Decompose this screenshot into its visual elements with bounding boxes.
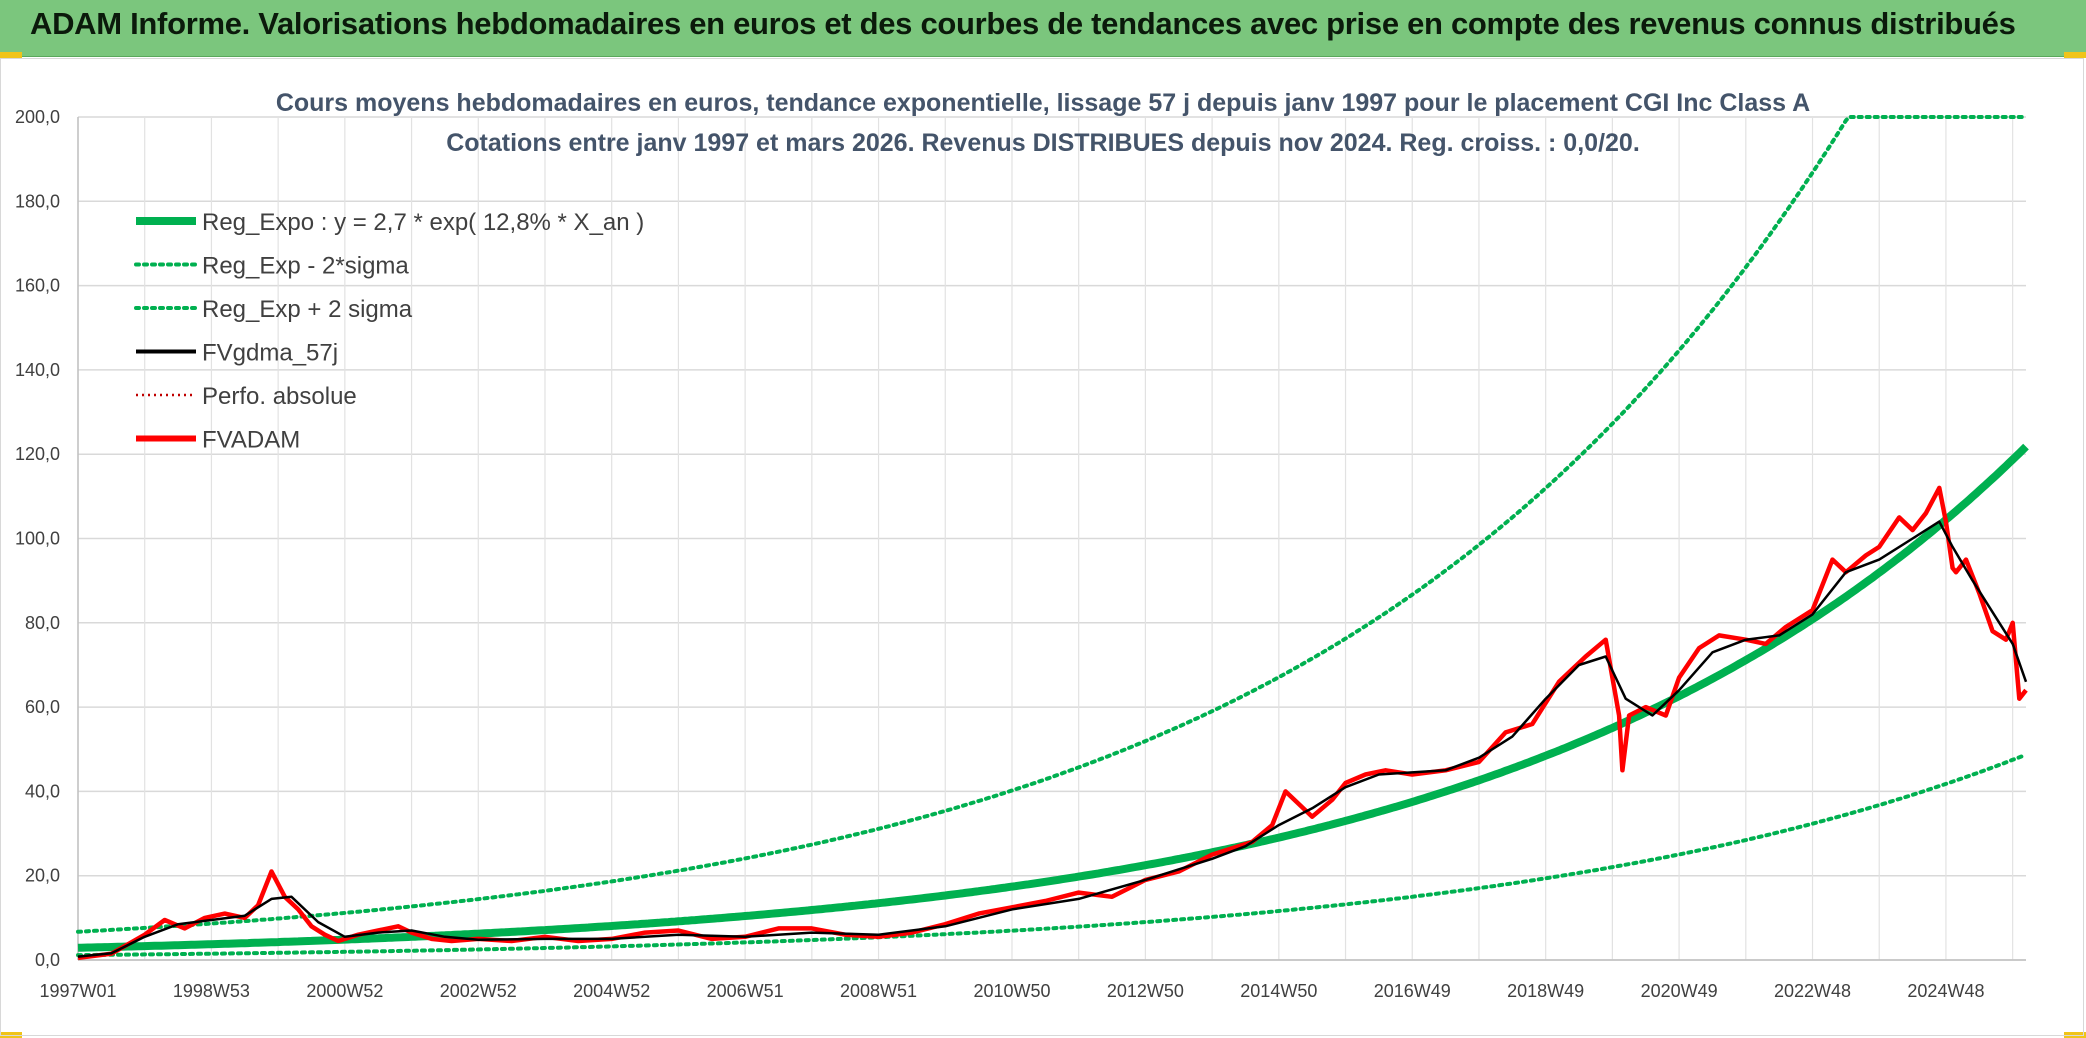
x-tick-label: 1997W01 <box>39 981 116 1001</box>
legend: Reg_Expo : y = 2,7 * exp( 12,8% * X_an )… <box>134 209 644 454</box>
y-tick-label: 80,0 <box>25 613 60 633</box>
series-fvgdma-57j <box>77 520 2028 958</box>
chart-frame <box>0 58 2084 1036</box>
x-tick-label: 2008W51 <box>840 981 917 1001</box>
legend-label-smooth: FVgdma_57j <box>202 340 338 367</box>
chart-title: Cours moyens hebdomadaires en euros, ten… <box>276 89 1810 117</box>
x-tick-label: 2012W50 <box>1107 981 1184 1001</box>
x-tick-label: 2004W52 <box>573 981 650 1001</box>
y-tick-label: 180,0 <box>15 191 60 211</box>
x-tick-label: 2000W52 <box>306 981 383 1001</box>
y-tick-label: 200,0 <box>15 107 60 127</box>
x-tick-label: 2014W50 <box>1240 981 1317 1001</box>
y-axis: 0,0 20,0 40,0 60,0 80,0 100,0 120,0 140,0 160,0 1… <box>15 107 60 970</box>
series-reg-expo <box>77 443 2029 952</box>
x-tick-label: 2018W49 <box>1507 981 1584 1001</box>
chart-subtitle: Cotations entre janv 1997 et mars 2026. … <box>446 129 1640 157</box>
corner-marker <box>0 52 22 58</box>
legend-label-fvadam: FVADAM <box>202 427 300 454</box>
x-axis: 1997W01 1998W53 2000W52 2002W52 2004W52 2006W… <box>39 981 1984 1001</box>
legend-label-low: Reg_Exp - 2*sigma <box>202 253 409 280</box>
x-tick-label: 2010W50 <box>973 981 1050 1001</box>
y-tick-label: 120,0 <box>15 444 60 464</box>
grid <box>77 116 2026 961</box>
page-title: ADAM Informe. Valorisations hebdomadaire… <box>30 6 2016 41</box>
y-tick-label: 0,0 <box>35 950 60 970</box>
legend-label-perfo: Perfo. absolue <box>202 383 357 410</box>
header-banner: ADAM Informe. Valorisations hebdomadaire… <box>0 0 2086 57</box>
y-tick-label: 140,0 <box>15 360 60 380</box>
series-layer <box>76 115 2029 961</box>
legend-label-high: Reg_Exp + 2 sigma <box>202 296 413 323</box>
x-tick-label: 2020W49 <box>1641 981 1718 1001</box>
x-tick-label: 2016W49 <box>1374 981 1451 1001</box>
x-tick-label: 2024W48 <box>1907 981 1984 1001</box>
x-tick-label: 2022W48 <box>1774 981 1851 1001</box>
y-tick-label: 40,0 <box>25 781 60 801</box>
y-tick-label: 160,0 <box>15 276 60 296</box>
series-reg-exp-plus-2sigma <box>76 115 2028 934</box>
x-tick-label: 2002W52 <box>440 981 517 1001</box>
y-tick-label: 60,0 <box>25 697 60 717</box>
series-fvadam <box>77 485 2028 961</box>
legend-label-reg: Reg_Expo : y = 2,7 * exp( 12,8% * X_an ) <box>202 209 644 236</box>
x-tick-label: 2006W51 <box>707 981 784 1001</box>
series-reg-exp-minus-2sigma <box>76 752 2028 958</box>
y-tick-label: 100,0 <box>15 529 60 549</box>
x-tick-label: 1998W53 <box>173 981 250 1001</box>
corner-marker <box>2064 52 2086 58</box>
y-tick-label: 20,0 <box>25 866 60 886</box>
